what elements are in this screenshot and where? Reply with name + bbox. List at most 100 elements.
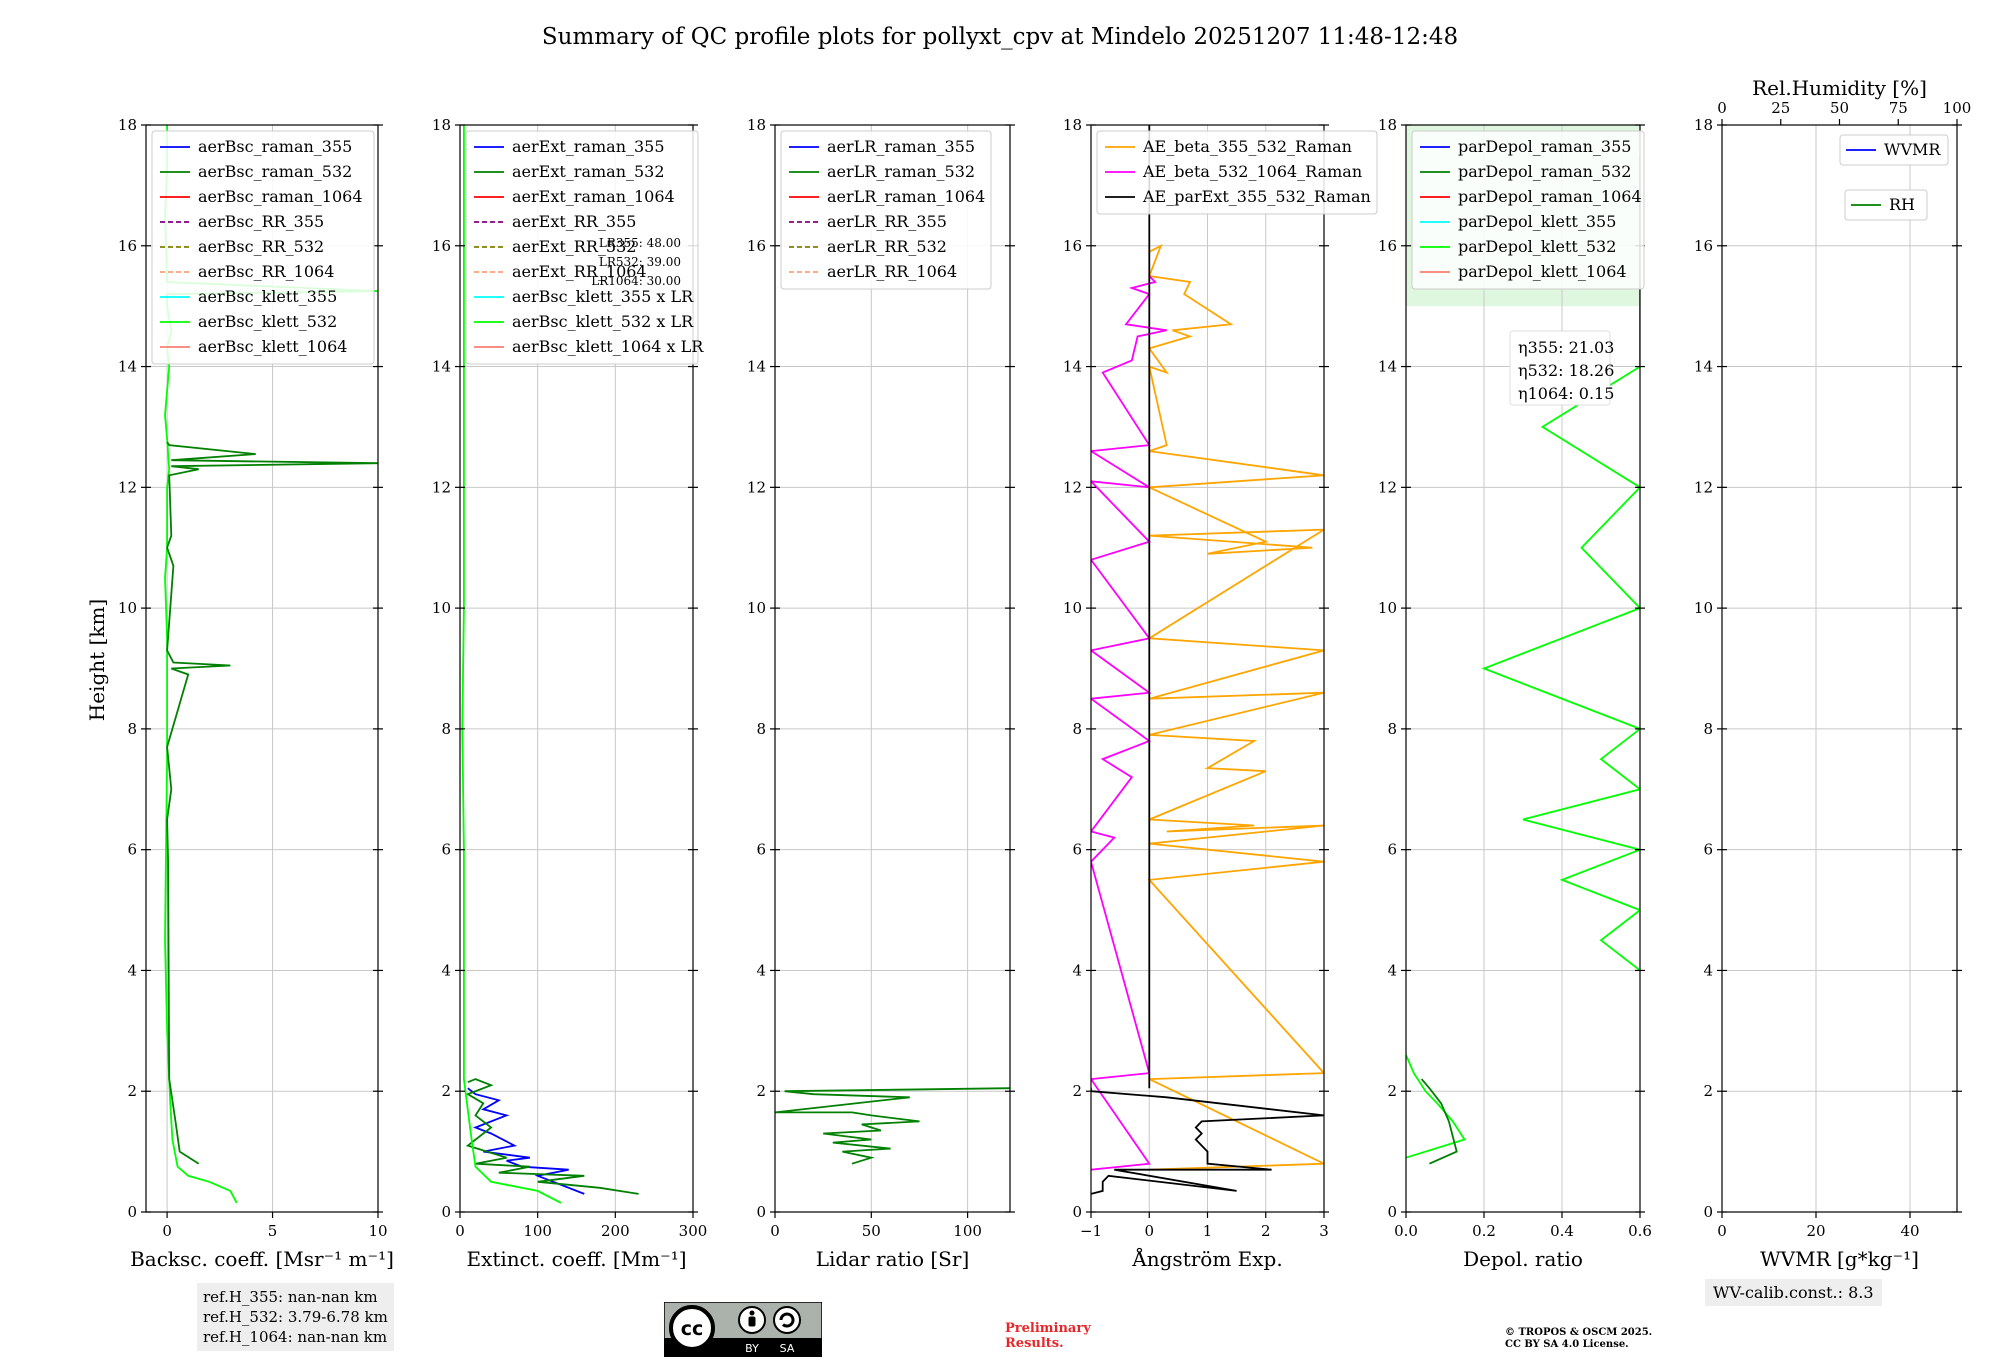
- legend-label: parDepol_raman_532: [1458, 162, 1631, 181]
- x-axis-label: Lidar ratio [Sr]: [816, 1247, 970, 1271]
- y-tick-label: 4: [1703, 961, 1713, 979]
- legend-label: aerExt_raman_532: [512, 162, 665, 181]
- top-x-tick-label: 100: [1943, 99, 1972, 117]
- x-tick-label: 0: [455, 1222, 465, 1240]
- x-axis-label: Depol. ratio: [1463, 1247, 1583, 1271]
- y-tick-label: 2: [127, 1082, 137, 1100]
- x-tick-label: 100: [523, 1222, 552, 1240]
- series-parDepol_klett_532: [1406, 1054, 1466, 1159]
- panel-backscatter: 0 2 4 6 8 10 12 14 16 18 0 5 10 Backsc. coeff. [Msr⁻¹…: [118, 116, 394, 1271]
- series-aerExt_raman_355: [467, 1087, 585, 1195]
- y-tick-label: 8: [1387, 720, 1397, 738]
- y-tick-label: 10: [432, 599, 451, 617]
- legend-label: aerBsc_RR_1064: [198, 262, 334, 281]
- preliminary-line-1: Preliminary: [1005, 1321, 1091, 1336]
- y-tick-label: 0: [1387, 1203, 1397, 1221]
- legend-label: parDepol_klett_1064: [1458, 262, 1627, 281]
- ref-heights-box: ref.H_355: nan-nan km ref.H_532: 3.79-6.…: [197, 1283, 394, 1351]
- axes-frame: [459, 124, 694, 1213]
- cc-by-label: BY: [745, 1342, 759, 1355]
- y-tick-label: 14: [432, 358, 451, 376]
- legend-label: AE_beta_532_1064_Raman: [1142, 162, 1362, 181]
- y-tick-label: 0: [756, 1203, 766, 1221]
- wv-calib-box: WV-calib.const.: 8.3: [1705, 1279, 1882, 1306]
- y-tick-label: 4: [1072, 961, 1082, 979]
- axes-frame: [774, 124, 1011, 1213]
- legend-label: aerLR_raman_532: [827, 162, 975, 181]
- lidar-ratio-overlay: LR532: 39.00: [599, 255, 681, 269]
- legend-label: parDepol_raman_355: [1458, 137, 1631, 156]
- legend-label: aerBsc_klett_355 x LR: [512, 287, 694, 306]
- x-tick-label: 0: [770, 1222, 780, 1240]
- ref-height-532: ref.H_532: 3.79-6.78 km: [203, 1308, 388, 1326]
- eta-label: η355: 21.03: [1518, 338, 1614, 357]
- y-tick-label: 8: [127, 720, 137, 738]
- ref-height-355: ref.H_355: nan-nan km: [203, 1288, 378, 1306]
- legend-label: parDepol_klett_355: [1458, 212, 1616, 231]
- shared-ylabel: Height [km]: [85, 599, 109, 721]
- preliminary-note: Preliminary Results.: [1005, 1321, 1091, 1351]
- y-tick-label: 2: [1072, 1082, 1082, 1100]
- x-tick-label: 5: [268, 1222, 278, 1240]
- sa-share-icon: [773, 1306, 801, 1334]
- legend-label: aerBsc_raman_532: [198, 162, 352, 181]
- legend-label: aerLR_RR_1064: [827, 262, 957, 281]
- legend-label: aerBsc_raman_355: [198, 137, 352, 156]
- y-tick-label: 8: [1072, 720, 1082, 738]
- copyright-line-1: © TROPOS & OSCM 2025.: [1505, 1327, 1653, 1338]
- y-tick-label: 2: [1387, 1082, 1397, 1100]
- x-tick-label: −1: [1080, 1222, 1102, 1240]
- legend-label: aerBsc_klett_532: [198, 312, 337, 331]
- lidar-ratio-overlay: LR1064: 30.00: [591, 274, 681, 288]
- x-tick-label: 40: [1900, 1222, 1919, 1240]
- y-tick-label: 2: [441, 1082, 451, 1100]
- y-tick-label: 10: [747, 599, 766, 617]
- legend-box: [151, 130, 375, 365]
- y-tick-label: 12: [118, 478, 137, 496]
- y-tick-label: 8: [441, 720, 451, 738]
- x-tick-label: 1: [1203, 1222, 1213, 1240]
- legend-box: [1839, 134, 1949, 166]
- legend-label: aerExt_raman_355: [512, 137, 665, 156]
- y-tick-label: 12: [747, 478, 766, 496]
- y-tick-label: 18: [1063, 116, 1082, 134]
- x-tick-label: 0.6: [1628, 1222, 1652, 1240]
- legend-label: aerBsc_raman_1064: [198, 187, 363, 206]
- x-tick-label: 100: [953, 1222, 982, 1240]
- series-parDepol_klett_532_noise: [1481, 155, 1640, 972]
- top-x-tick-label: 75: [1889, 99, 1908, 117]
- legend-label: aerExt_RR_532: [512, 237, 636, 256]
- legend-label: AE_parExt_355_532_Raman: [1142, 187, 1371, 206]
- x-axis-label: WVMR [g*kg⁻¹]: [1760, 1247, 1919, 1271]
- y-tick-label: 4: [1387, 961, 1397, 979]
- legend-label: parDepol_klett_532: [1458, 237, 1616, 256]
- y-tick-label: 10: [118, 599, 137, 617]
- legend-label: aerBsc_klett_1064: [198, 337, 347, 356]
- y-tick-label: 14: [1063, 358, 1082, 376]
- y-tick-label: 6: [1387, 841, 1397, 859]
- x-tick-label: 0.0: [1394, 1222, 1418, 1240]
- y-tick-label: 12: [1063, 478, 1082, 496]
- axes-frame: [1405, 124, 1641, 1213]
- x-axis-label: Ångström Exp.: [1131, 1246, 1282, 1271]
- y-tick-label: 0: [441, 1203, 451, 1221]
- y-tick-label: 10: [1378, 599, 1397, 617]
- legend-label: aerLR_RR_355: [827, 212, 947, 231]
- x-tick-label: 2: [1261, 1222, 1271, 1240]
- x-tick-label: 0.4: [1550, 1222, 1574, 1240]
- series-aerExt_raman_532: [465, 1078, 639, 1195]
- panel-depolarization: 0 2 4 6 8 10 12 14 16 18 0.0 0.2 0.4 0.6 Depol. ratio p…: [1378, 116, 1652, 1271]
- legend-label: aerExt_RR_1064: [512, 262, 647, 281]
- y-tick-label: 8: [756, 720, 766, 738]
- copyright-line-2: CC BY SA 4.0 License.: [1505, 1339, 1629, 1350]
- preliminary-line-2: Results.: [1005, 1336, 1064, 1351]
- x-tick-label: 0: [162, 1222, 172, 1240]
- legend-label: aerBsc_klett_355: [198, 287, 337, 306]
- y-tick-label: 6: [1072, 841, 1082, 859]
- y-tick-label: 6: [756, 841, 766, 859]
- legend-label: aerLR_raman_1064: [827, 187, 985, 206]
- x-tick-label: 20: [1806, 1222, 1825, 1240]
- y-tick-label: 6: [441, 841, 451, 859]
